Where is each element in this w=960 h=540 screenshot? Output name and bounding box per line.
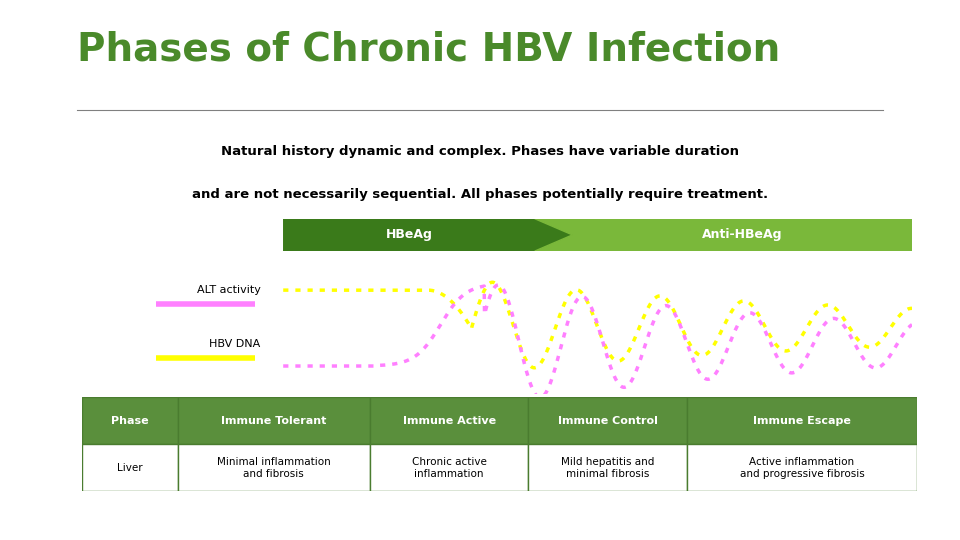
Text: and are not necessarily sequential. All phases potentially require treatment.: and are not necessarily sequential. All … bbox=[192, 188, 768, 201]
Text: ALT activity: ALT activity bbox=[197, 285, 260, 295]
Bar bbox=[82, 397, 178, 444]
Bar bbox=[528, 397, 687, 444]
Text: Minimal inflammation
and fibrosis: Minimal inflammation and fibrosis bbox=[217, 457, 330, 478]
Polygon shape bbox=[535, 219, 912, 251]
Text: Phase: Phase bbox=[110, 415, 149, 426]
Text: HBeAg: HBeAg bbox=[386, 228, 432, 241]
Text: Anti-HBeAg: Anti-HBeAg bbox=[702, 228, 782, 241]
Bar bbox=[178, 444, 370, 491]
Text: Liver: Liver bbox=[117, 463, 142, 473]
Bar bbox=[687, 444, 917, 491]
Bar bbox=[528, 444, 687, 491]
Text: Immune Tolerant: Immune Tolerant bbox=[221, 415, 326, 426]
Bar bbox=[370, 444, 528, 491]
Bar bbox=[687, 397, 917, 444]
Text: Chronic active
inflammation: Chronic active inflammation bbox=[412, 457, 487, 478]
Text: Active inflammation
and progressive fibrosis: Active inflammation and progressive fibr… bbox=[739, 457, 864, 478]
Polygon shape bbox=[283, 219, 579, 251]
Bar bbox=[82, 444, 178, 491]
Text: Immune Escape: Immune Escape bbox=[753, 415, 851, 426]
Text: Natural history dynamic and complex. Phases have variable duration: Natural history dynamic and complex. Pha… bbox=[221, 145, 739, 158]
Text: Mild hepatitis and
minimal fibrosis: Mild hepatitis and minimal fibrosis bbox=[561, 457, 655, 478]
Text: Yim HJ, et al. Hepatology. 2006;43:S173-S181.: Yim HJ, et al. Hepatology. 2006;43:S173-… bbox=[24, 513, 281, 523]
Text: HBV DNA: HBV DNA bbox=[209, 339, 260, 349]
Text: Immune Control: Immune Control bbox=[558, 415, 658, 426]
Text: Immune Active: Immune Active bbox=[402, 415, 495, 426]
Bar bbox=[370, 397, 528, 444]
Bar bbox=[178, 397, 370, 444]
Text: Phases of Chronic HBV Infection: Phases of Chronic HBV Infection bbox=[77, 30, 780, 68]
